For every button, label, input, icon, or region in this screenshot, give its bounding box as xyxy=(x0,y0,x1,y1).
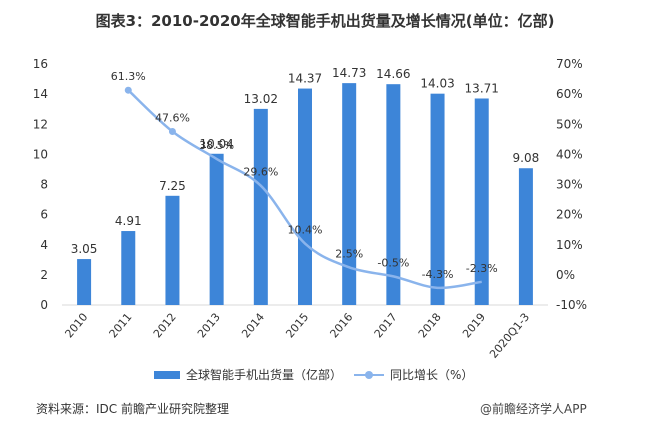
bar-value-label: 14.73 xyxy=(332,66,366,80)
y-right-tick-label: 40% xyxy=(556,147,583,161)
growth-point xyxy=(168,127,176,135)
bar-value-label: 4.91 xyxy=(115,214,142,228)
y-left-tick-label: 16 xyxy=(33,57,48,71)
y-right-tick-label: 0% xyxy=(556,268,575,282)
chart-title: 图表3：2010-2020年全球智能手机出货量及增长情况(单位：亿部) xyxy=(95,12,555,30)
y-left-tick-label: 10 xyxy=(33,147,48,161)
bar xyxy=(165,195,180,305)
x-tick-label: 2013 xyxy=(195,311,223,341)
bar xyxy=(298,88,312,305)
bar-value-label: 14.03 xyxy=(420,77,454,91)
bar xyxy=(518,168,533,305)
y-right-tick-label: 70% xyxy=(556,57,583,71)
y-left-tick-label: 12 xyxy=(33,117,48,131)
x-tick-label: 2018 xyxy=(416,311,444,341)
bar-value-label: 13.02 xyxy=(244,92,278,106)
bar-value-label: 10.04 xyxy=(199,137,233,151)
growth-value-label: 29.6% xyxy=(243,166,278,179)
growth-value-label: 38.5% xyxy=(199,139,234,152)
growth-value-label: -2.3% xyxy=(466,262,498,275)
bar xyxy=(121,231,136,305)
legend-line-label: 同比增长（%） xyxy=(390,368,474,382)
y-right-tick-label: 10% xyxy=(556,238,583,252)
bar xyxy=(209,153,224,305)
legend-line-swatch xyxy=(354,370,384,380)
growth-value-label: 10.4% xyxy=(288,224,323,237)
legend-bar-label: 全球智能手机出货量（亿部） xyxy=(186,368,343,382)
growth-value-label: 47.6% xyxy=(155,111,190,124)
bar-value-label: 3.05 xyxy=(71,242,98,256)
bar xyxy=(77,259,92,305)
growth-value-label: -4.3% xyxy=(422,268,454,281)
y-right-tick-label: 60% xyxy=(556,87,583,101)
growth-value-label: 61.3% xyxy=(111,70,146,83)
y-left-tick-label: 14 xyxy=(33,87,48,101)
y-left-tick-label: 0 xyxy=(40,298,48,312)
growth-line xyxy=(127,89,482,290)
x-tick-label: 2019 xyxy=(460,311,488,341)
y-left-tick-label: 2 xyxy=(40,268,48,282)
bar xyxy=(386,84,401,305)
y-left-tick-label: 6 xyxy=(40,208,48,222)
x-tick-label: 2016 xyxy=(328,311,356,341)
bar-value-label: 7.25 xyxy=(159,179,186,193)
x-tick-label: 2011 xyxy=(107,311,135,341)
x-tick-label: 2015 xyxy=(283,311,311,341)
legend-item-line: 同比增长（%） xyxy=(354,366,473,383)
bar xyxy=(474,98,489,305)
bar-value-label: 13.71 xyxy=(465,81,499,95)
y-right-tick-label: 30% xyxy=(556,178,583,192)
source-note: 资料来源：IDC 前瞻产业研究院整理 xyxy=(36,402,229,416)
y-right-tick-label: 50% xyxy=(556,117,583,131)
x-tick-label: 2017 xyxy=(372,311,400,341)
legend-bar-swatch xyxy=(154,370,180,379)
y-right-tick-label: 20% xyxy=(556,208,583,222)
legend-item-bar: 全球智能手机出货量（亿部） xyxy=(154,366,342,383)
growth-value-label: 2.5% xyxy=(335,247,363,260)
x-tick-label: 2020Q1-3 xyxy=(487,311,532,361)
y-left-tick-label: 8 xyxy=(40,178,48,192)
y-left-tick-label: 4 xyxy=(40,238,48,252)
x-tick-label: 2014 xyxy=(239,311,267,341)
bar xyxy=(342,83,357,306)
x-tick-label: 2010 xyxy=(62,311,90,341)
bar-value-label: 9.08 xyxy=(513,151,540,165)
bar-value-label: 14.37 xyxy=(288,72,322,86)
y-right-tick-label: -10% xyxy=(556,298,587,312)
bar xyxy=(253,108,268,305)
x-tick-label: 2012 xyxy=(151,311,179,341)
growth-point xyxy=(124,86,132,94)
chart-legend: 全球智能手机出货量（亿部） 同比增长（%） xyxy=(0,366,650,386)
growth-value-label: -0.5% xyxy=(377,256,409,269)
bar xyxy=(430,93,445,305)
brand-watermark: @前瞻经济学人APP xyxy=(480,402,587,416)
bar-value-label: 14.66 xyxy=(376,67,410,81)
